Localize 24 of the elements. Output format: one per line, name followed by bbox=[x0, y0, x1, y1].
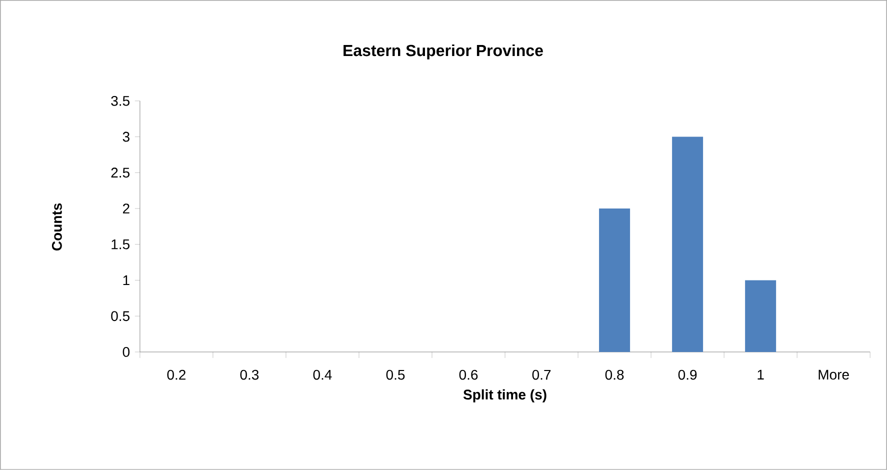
x-tick-label: 0.2 bbox=[167, 370, 186, 380]
y-tick-label: 0 bbox=[122, 347, 130, 357]
bar bbox=[599, 208, 630, 352]
y-tick-label: 3 bbox=[122, 132, 130, 142]
y-tick-label: 3.5 bbox=[111, 96, 130, 106]
x-axis-title: Split time (s) bbox=[463, 389, 546, 402]
x-tick-label: 0.7 bbox=[532, 370, 551, 380]
y-tick-label: 1 bbox=[123, 275, 130, 286]
x-tick-label: 0.4 bbox=[313, 370, 332, 380]
y-tick-label: 1.5 bbox=[112, 240, 130, 250]
x-tick-label: 1 bbox=[758, 370, 764, 380]
y-tick-label: 2 bbox=[122, 204, 130, 214]
x-tick-label: 0.5 bbox=[386, 370, 405, 380]
y-tick-label: 0.5 bbox=[111, 311, 130, 322]
x-tick-label: 0.3 bbox=[240, 370, 259, 380]
bar bbox=[672, 136, 704, 352]
bar bbox=[745, 280, 776, 352]
x-tick-label: 0.9 bbox=[678, 370, 697, 380]
x-tick-label: 0.8 bbox=[605, 370, 624, 380]
x-tick-label: More bbox=[818, 370, 849, 380]
x-tick-label: 0.6 bbox=[459, 370, 478, 380]
y-tick-label: 2.5 bbox=[111, 168, 130, 178]
chart-title: Eastern Superior Province bbox=[344, 44, 543, 60]
y-axis-title: Counts bbox=[52, 203, 62, 251]
